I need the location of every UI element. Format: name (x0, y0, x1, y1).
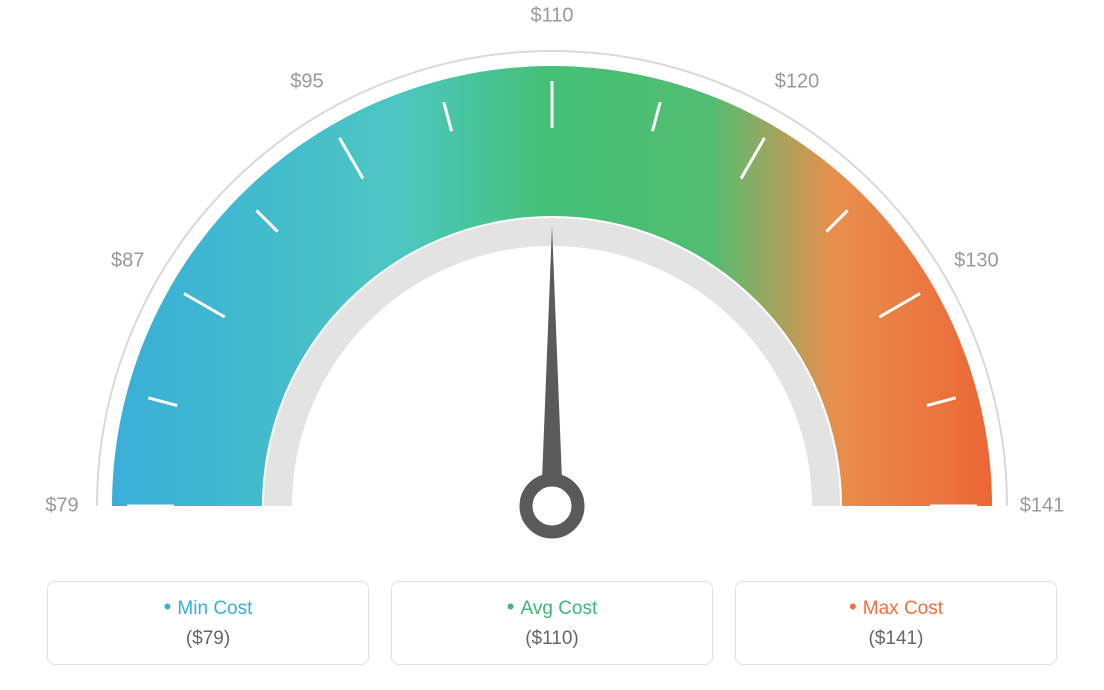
gauge-tick-label: $95 (290, 70, 323, 93)
gauge-svg (0, 0, 1104, 555)
legend-min-value: ($79) (48, 628, 368, 650)
gauge-tick-label: $87 (111, 250, 144, 273)
gauge-area: $79 $87 $95 $110 $120 $130 $141 (0, 0, 1104, 555)
gauge-tick-label: $120 (775, 70, 820, 93)
gauge-needle (541, 226, 563, 506)
gauge-tick-label: $110 (530, 5, 573, 28)
legend-max-value: ($141) (736, 628, 1056, 650)
legend-max-label: Max Cost (736, 594, 1056, 620)
gauge-needle-hub (526, 480, 578, 532)
legend-card-max: Max Cost ($141) (735, 581, 1057, 665)
gauge-tick-label: $130 (954, 250, 999, 273)
gauge-tick-label: $141 (1020, 495, 1065, 518)
gauge-tick-label: $79 (45, 495, 78, 518)
legend-avg-label: Avg Cost (392, 594, 712, 620)
legend-avg-value: ($110) (392, 628, 712, 650)
legend-card-avg: Avg Cost ($110) (391, 581, 713, 665)
legend-min-label: Min Cost (48, 594, 368, 620)
cost-gauge-chart: $79 $87 $95 $110 $120 $130 $141 Min Cost ($79)… (0, 0, 1104, 690)
legend-row: Min Cost ($79) Avg Cost ($110) Max Cost … (0, 581, 1104, 665)
legend-card-min: Min Cost ($79) (47, 581, 369, 665)
